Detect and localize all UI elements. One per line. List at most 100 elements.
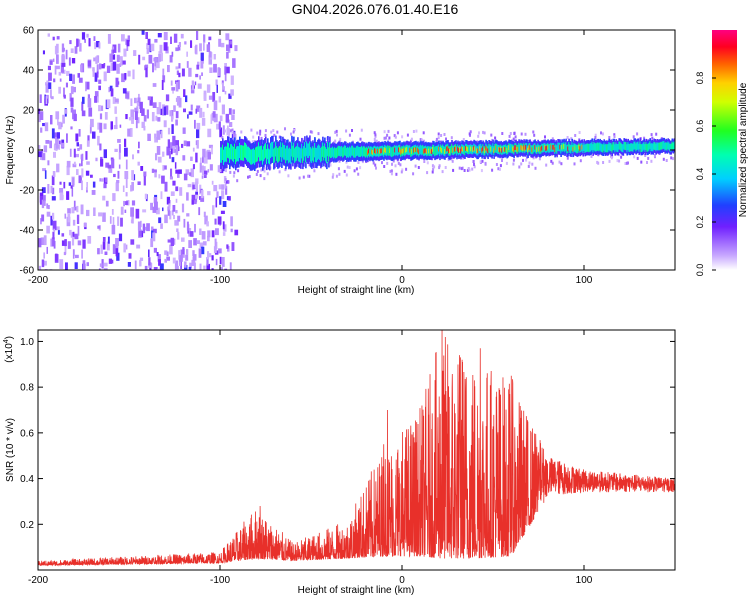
spectrogram-cell — [135, 208, 140, 219]
spectrogram-cell — [80, 64, 83, 72]
spectrogram-cell — [385, 148, 387, 153]
spectrogram-cell — [228, 143, 230, 159]
spectrogram-cell — [662, 157, 665, 161]
spectrogram-cell — [284, 168, 287, 172]
spectrogram-cell — [213, 246, 217, 253]
spectrogram-cell — [386, 133, 389, 137]
spectrogram-cell — [412, 146, 414, 156]
spectrogram-cell — [410, 139, 413, 143]
spectrogram-cell — [453, 145, 455, 155]
spectrogram-cell — [360, 128, 363, 132]
spectrogram-cell — [348, 133, 351, 137]
spectrogram-cell — [317, 132, 320, 136]
y-tick-label: 0.8 — [20, 383, 34, 394]
spectrogram-cell — [352, 145, 354, 156]
spectrogram-cell — [115, 116, 118, 127]
spectrogram-cell — [145, 32, 148, 39]
spectrogram-cell — [206, 257, 209, 266]
spectrogram-cell — [301, 143, 303, 159]
spectrogram-cell — [179, 187, 183, 196]
spectrogram-cell — [94, 96, 97, 103]
spectrogram-cell — [222, 221, 225, 230]
spectrogram-cell — [542, 143, 544, 153]
spectrogram-cell — [361, 145, 363, 156]
spectrogram-cell — [157, 268, 160, 270]
spectrogram-cell — [136, 106, 139, 114]
spectrogram-cell — [506, 147, 508, 153]
spectrogram-cell — [53, 78, 56, 83]
spectrogram-cell — [139, 105, 142, 113]
spectrogram-cell — [192, 147, 195, 152]
spectrogram-cell — [505, 144, 507, 154]
spectrogram-cell — [42, 168, 46, 172]
spectrogram-cell — [207, 151, 211, 160]
spectrogram-cell — [111, 158, 115, 169]
spectrogram-cell — [203, 173, 207, 178]
spectrogram-cell — [345, 129, 348, 133]
spectrogram-cell — [392, 159, 395, 163]
spectrogram-cell — [76, 214, 80, 224]
spectrogram-cell — [194, 119, 196, 129]
spectrogram-cell — [359, 137, 362, 141]
spectrogram-cell — [614, 144, 616, 153]
spectrogram-cell — [61, 53, 65, 63]
spectrogram-cell — [610, 142, 612, 151]
spectrogram-cell — [155, 59, 160, 69]
spectrogram-cell — [241, 145, 243, 161]
spectrogram-cell — [573, 162, 576, 166]
spectrogram-cell — [227, 180, 230, 184]
spectrogram-cell — [618, 141, 620, 150]
spectrogram-cell — [222, 144, 224, 160]
spectrogram-cell — [143, 125, 146, 131]
spectrogram-cell — [233, 171, 236, 175]
spectrogram-cell — [87, 60, 91, 67]
spectrogram-cell — [50, 115, 53, 125]
spectrogram-cell — [253, 140, 256, 144]
spectrogram-cell — [102, 195, 106, 201]
spectrogram-cell — [45, 96, 48, 105]
spectrogram-cell — [275, 141, 277, 157]
spectrogram-cell — [278, 135, 281, 139]
spectrogram-cell — [60, 142, 65, 148]
spectrogram-cell — [561, 144, 563, 150]
spectrogram-cell — [381, 148, 383, 154]
spectrogram-cell — [113, 173, 116, 178]
spectrogram-cell — [345, 160, 348, 164]
x-tick-label: 0 — [399, 275, 405, 286]
spectrogram-cell — [196, 122, 201, 130]
spectrogram-cell — [96, 41, 100, 48]
spectrogram-cell — [664, 142, 666, 151]
spectrogram-cell — [233, 146, 235, 163]
spectrogram-cell — [56, 43, 59, 54]
spectrogram-cell — [556, 145, 558, 154]
spectrogram-cell — [47, 160, 50, 166]
spectrogram-cell — [51, 128, 55, 139]
spectrogram-y-label: Frequency (Hz) — [5, 116, 16, 185]
spectrogram-cell — [64, 109, 68, 114]
spectrogram-cell — [119, 124, 122, 128]
spectrogram-cell — [180, 33, 184, 39]
spectrogram-cell — [185, 169, 190, 175]
spectrogram-cell — [226, 244, 229, 249]
spectrogram-cell — [233, 163, 236, 167]
spectrogram-cell — [110, 121, 113, 130]
colorbar-tick-label: 0.6 — [695, 120, 705, 133]
spectrogram-cell — [230, 216, 233, 227]
spectrogram-cell — [572, 146, 574, 152]
spectrogram-cell — [141, 108, 145, 116]
spectrogram-cell — [140, 230, 144, 238]
spectrogram-cell — [85, 151, 88, 160]
spectrogram-cell — [544, 135, 546, 139]
spectrogram-cell — [524, 146, 526, 152]
spectrogram-cell — [600, 131, 602, 135]
spectrogram-cell — [72, 86, 76, 93]
spectrogram-cell — [150, 238, 154, 248]
spectrogram-cell — [359, 166, 362, 170]
spectrogram-cell — [206, 221, 209, 227]
spectrogram-cell — [196, 64, 200, 70]
spectrogram-cell — [534, 166, 537, 170]
spectrogram-cell — [195, 178, 199, 184]
spectrogram-cell — [250, 149, 252, 165]
spectrogram-cell — [189, 262, 192, 269]
spectrogram-cell — [70, 126, 73, 130]
